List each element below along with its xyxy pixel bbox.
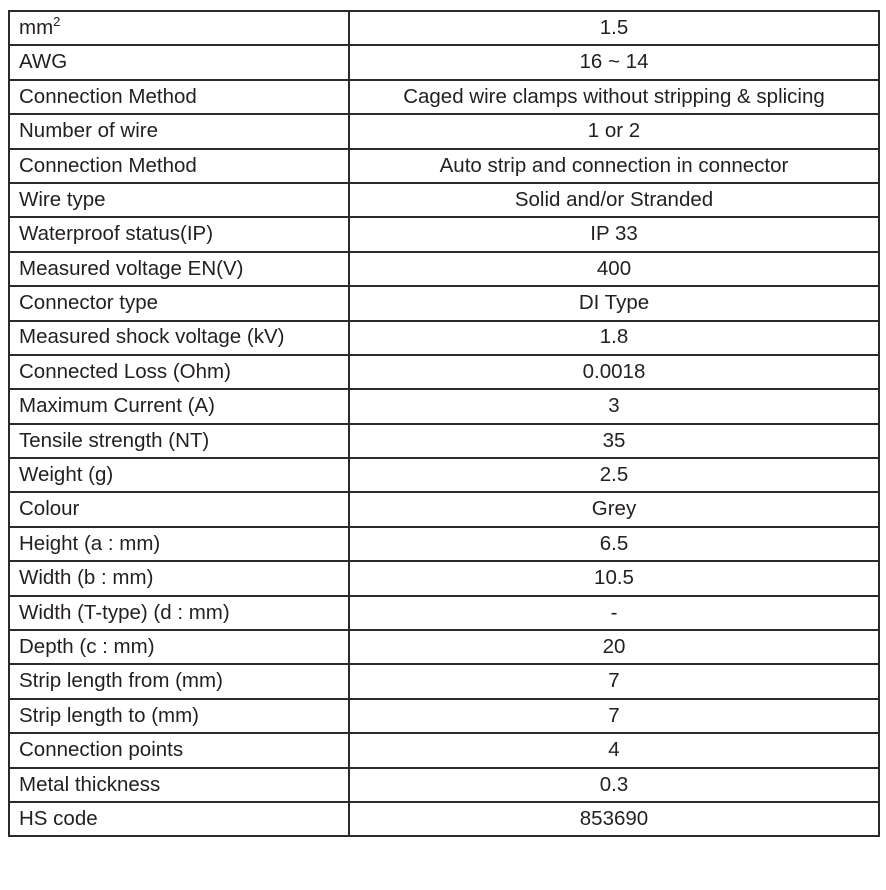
spec-value: 16 ~ 14: [348, 44, 880, 81]
spec-value: Caged wire clamps without stripping & sp…: [348, 78, 880, 116]
spec-label: HS code: [8, 800, 350, 838]
spec-value: Solid and/or Stranded: [348, 181, 880, 219]
table-row: Weight (g) 2.5: [8, 457, 880, 494]
spec-label: Height (a : mm): [8, 525, 350, 563]
spec-value: 4: [348, 732, 880, 769]
spec-label-text: mm: [19, 15, 54, 39]
spec-value: Auto strip and connection in connector: [348, 147, 880, 184]
spec-value: 10.5: [348, 560, 880, 597]
spec-label-text: Connected Loss (Ohm): [19, 359, 231, 383]
spec-label: Metal thickness: [8, 766, 350, 803]
spec-value: 1.5: [348, 9, 880, 47]
spec-label: Connector type: [8, 285, 350, 322]
table-row: Measured voltage EN(V) 400: [8, 250, 880, 288]
spec-label: Number of wire: [8, 113, 350, 150]
table-row: HS code 853690: [8, 800, 880, 838]
spec-table: mm2 1.5 AWG 16 ~ 14 Connection Method Caged w…: [8, 9, 880, 838]
spec-value: DI Type: [348, 285, 880, 322]
spec-label: Width (b : mm): [8, 560, 350, 597]
spec-label-text: Tensile strength (NT): [19, 428, 210, 452]
spec-label: Measured voltage EN(V): [8, 250, 350, 288]
table-row: Connection Method Auto strip and connecti…: [8, 147, 880, 184]
spec-label: Weight (g): [8, 457, 350, 494]
spec-label-text: Connector type: [19, 291, 159, 315]
table-row: Depth (c : mm) 20: [8, 629, 880, 666]
spec-label: Connection Method: [8, 147, 350, 184]
spec-label: Connected Loss (Ohm): [8, 353, 350, 391]
table-row: Connector type DI Type: [8, 285, 880, 322]
spec-value: 6.5: [348, 525, 880, 563]
spec-label: mm2: [8, 9, 350, 47]
spec-label-text: Measured voltage EN(V): [19, 256, 244, 280]
table-row: Tensile strength (NT) 35: [8, 422, 880, 460]
table-row: Connection points 4: [8, 732, 880, 769]
spec-value: 7: [348, 697, 880, 735]
spec-label-text: Width (T-type) (d : mm): [19, 600, 230, 624]
table-row: mm2 1.5: [8, 9, 880, 47]
spec-value: 853690: [348, 800, 880, 838]
spec-label: Colour: [8, 491, 350, 528]
spec-label-text: Height (a : mm): [19, 531, 161, 555]
spec-label-text: Width (b : mm): [19, 566, 154, 590]
spec-label-text: AWG: [19, 50, 68, 74]
spec-label-text: Depth (c : mm): [19, 634, 155, 658]
spec-label-text: Connection Method: [19, 84, 197, 108]
spec-label-text: Connection points: [19, 738, 184, 762]
table-row: Width (b : mm) 10.5: [8, 560, 880, 597]
table-row: Width (T-type) (d : mm) -: [8, 594, 880, 632]
table-row: Strip length from (mm) 7: [8, 663, 880, 700]
spec-label: Depth (c : mm): [8, 629, 350, 666]
spec-label: Waterproof status(IP): [8, 216, 350, 253]
spec-label-text: Wire type: [19, 187, 106, 211]
spec-label-text: Waterproof status(IP): [19, 222, 214, 246]
spec-label-text: Measured shock voltage (kV): [19, 325, 285, 349]
spec-label: Connection Method: [8, 78, 350, 116]
spec-value: 0.0018: [348, 353, 880, 391]
spec-label: Measured shock voltage (kV): [8, 319, 350, 356]
spec-label: Width (T-type) (d : mm): [8, 594, 350, 632]
table-row: Connected Loss (Ohm) 0.0018: [8, 353, 880, 391]
table-row: AWG 16 ~ 14: [8, 44, 880, 81]
table-row: Measured shock voltage (kV) 1.8: [8, 319, 880, 356]
spec-label-text: Strip length to (mm): [19, 703, 199, 727]
spec-value: 35: [348, 422, 880, 460]
table-row: Strip length to (mm) 7: [8, 697, 880, 735]
spec-label-text: Metal thickness: [19, 772, 161, 796]
spec-value: 2.5: [348, 457, 880, 494]
spec-label-text: Colour: [19, 497, 80, 521]
spec-label-superscript: 2: [53, 13, 61, 29]
spec-value: 3: [348, 388, 880, 425]
table-row: Number of wire 1 or 2: [8, 113, 880, 150]
spec-label-text: Strip length from (mm): [19, 669, 223, 693]
spec-value: -: [348, 594, 880, 632]
spec-value: 1.8: [348, 319, 880, 356]
spec-label: Strip length to (mm): [8, 697, 350, 735]
spec-value: Grey: [348, 491, 880, 528]
spec-value: 0.3: [348, 766, 880, 803]
spec-label: Strip length from (mm): [8, 663, 350, 700]
table-row: Colour Grey: [8, 491, 880, 528]
spec-table-body: mm2 1.5 AWG 16 ~ 14 Connection Method Caged w…: [8, 9, 880, 838]
spec-label: Wire type: [8, 181, 350, 219]
spec-value: 400: [348, 250, 880, 288]
spec-label-text: Weight (g): [19, 463, 114, 487]
spec-value: 20: [348, 629, 880, 666]
spec-label: Maximum Current (A): [8, 388, 350, 425]
table-row: Wire type Solid and/or Stranded: [8, 181, 880, 219]
table-row: Waterproof status(IP) IP 33: [8, 216, 880, 253]
spec-label: AWG: [8, 44, 350, 81]
spec-value: 7: [348, 663, 880, 700]
table-row: Metal thickness 0.3: [8, 766, 880, 803]
table-row: Height (a : mm) 6.5: [8, 525, 880, 563]
table-row: Maximum Current (A) 3: [8, 388, 880, 425]
table-row: Connection Method Caged wire clamps witho…: [8, 78, 880, 116]
spec-value: IP 33: [348, 216, 880, 253]
spec-label-text: Number of wire: [19, 119, 158, 143]
spec-label: Tensile strength (NT): [8, 422, 350, 460]
spec-label-text: HS code: [19, 806, 98, 830]
spec-label: Connection points: [8, 732, 350, 769]
spec-label-text: Maximum Current (A): [19, 394, 215, 418]
spec-label-text: Connection Method: [19, 153, 197, 177]
spec-value: 1 or 2: [348, 113, 880, 150]
